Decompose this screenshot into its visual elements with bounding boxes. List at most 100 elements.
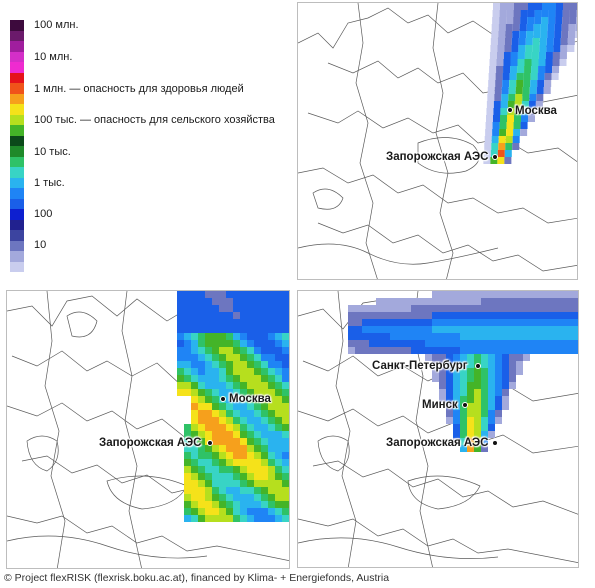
plume-cell — [516, 312, 523, 319]
plume-cell — [254, 361, 261, 368]
plume-cell — [497, 38, 505, 45]
plume-cell — [502, 347, 509, 354]
plume-cell — [481, 403, 488, 410]
plume-cell — [247, 431, 254, 438]
plume-cell — [502, 389, 509, 396]
plume-cell — [212, 375, 219, 382]
plume-cell — [572, 347, 578, 354]
plume-cell — [261, 396, 268, 403]
plume-cell — [425, 354, 432, 361]
plume-cell — [240, 319, 247, 326]
plume-cell — [184, 340, 191, 347]
plume-cell — [502, 312, 509, 319]
plume-cell — [191, 466, 198, 473]
plume-cell — [397, 319, 404, 326]
plume-cell — [247, 403, 254, 410]
plume-cell — [523, 326, 530, 333]
plume-cell — [268, 347, 275, 354]
plume-cell — [495, 291, 502, 298]
plume-cell — [467, 298, 474, 305]
plume-cell — [212, 354, 219, 361]
plume-cell — [226, 445, 233, 452]
plume-cell — [509, 368, 516, 375]
plume-cell — [261, 515, 268, 522]
plume-cell — [493, 108, 501, 115]
plume-cell — [184, 333, 191, 340]
plume-cell — [191, 333, 198, 340]
plume-cell — [439, 354, 446, 361]
plume-cell — [439, 389, 446, 396]
plume-cell — [289, 445, 290, 452]
plume-cell — [453, 326, 460, 333]
plume-cell — [282, 508, 289, 515]
plume-cell — [268, 445, 275, 452]
plume-cell — [446, 417, 453, 424]
plume-cell — [226, 375, 233, 382]
plume-cell — [558, 333, 565, 340]
plume-cell — [289, 340, 290, 347]
plume-cell — [474, 291, 481, 298]
plume-cell — [177, 382, 184, 389]
plume-cell — [568, 31, 576, 38]
plume-cell — [198, 333, 205, 340]
plume-cell — [191, 473, 198, 480]
plume-cell — [467, 389, 474, 396]
plume-cell — [425, 347, 432, 354]
plume-cell — [198, 354, 205, 361]
plume-cell — [282, 473, 289, 480]
plume-cell — [499, 129, 507, 136]
plume-cell — [376, 333, 383, 340]
plume-cell — [205, 410, 212, 417]
plume-cell — [219, 494, 226, 501]
plume-cell — [498, 31, 506, 38]
plume-cell — [551, 298, 558, 305]
plume-cell — [219, 375, 226, 382]
plume-cell — [233, 424, 240, 431]
plume-cell — [226, 361, 233, 368]
plume-cell — [289, 354, 290, 361]
plume-cell — [268, 319, 275, 326]
plume-cell — [254, 445, 261, 452]
plume-cell — [240, 501, 247, 508]
plume-cell — [205, 424, 212, 431]
plume-cell — [432, 375, 439, 382]
plume-cell — [453, 319, 460, 326]
plume-cell — [247, 312, 254, 319]
plume-cell — [205, 501, 212, 508]
plume-cell — [523, 80, 531, 87]
plume-cell — [404, 326, 411, 333]
plume-cell — [254, 473, 261, 480]
plume-cell — [177, 326, 184, 333]
plume-cell — [572, 312, 578, 319]
plume-cell — [226, 515, 233, 522]
plume-cell — [502, 80, 510, 87]
plume-cell — [502, 361, 509, 368]
plume-cell — [481, 431, 488, 438]
scale-swatch — [10, 83, 24, 94]
plume-cell — [533, 24, 541, 31]
plume-cell — [254, 298, 261, 305]
plume-cell — [512, 31, 520, 38]
plume-cell — [233, 319, 240, 326]
plume-cell — [219, 473, 226, 480]
plume-cell — [504, 45, 512, 52]
plume-cell — [439, 319, 446, 326]
plume-cell — [184, 508, 191, 515]
moscow-marker-2 — [220, 396, 226, 402]
plume-cell — [509, 333, 516, 340]
plume-cell — [481, 333, 488, 340]
plume-cell — [570, 3, 577, 10]
legend-label-10m: 10 млн. — [34, 51, 73, 63]
plume-cell — [490, 45, 498, 52]
plume-cell — [268, 312, 275, 319]
plume-cell — [460, 396, 467, 403]
plume-cell — [453, 340, 460, 347]
plume-cell — [212, 452, 219, 459]
plume-cell — [453, 347, 460, 354]
plume-cell — [282, 424, 289, 431]
plume-cell — [226, 480, 233, 487]
plume-cell — [205, 452, 212, 459]
plume-cell — [289, 291, 290, 298]
plume-cell — [397, 312, 404, 319]
plume-cell — [268, 487, 275, 494]
